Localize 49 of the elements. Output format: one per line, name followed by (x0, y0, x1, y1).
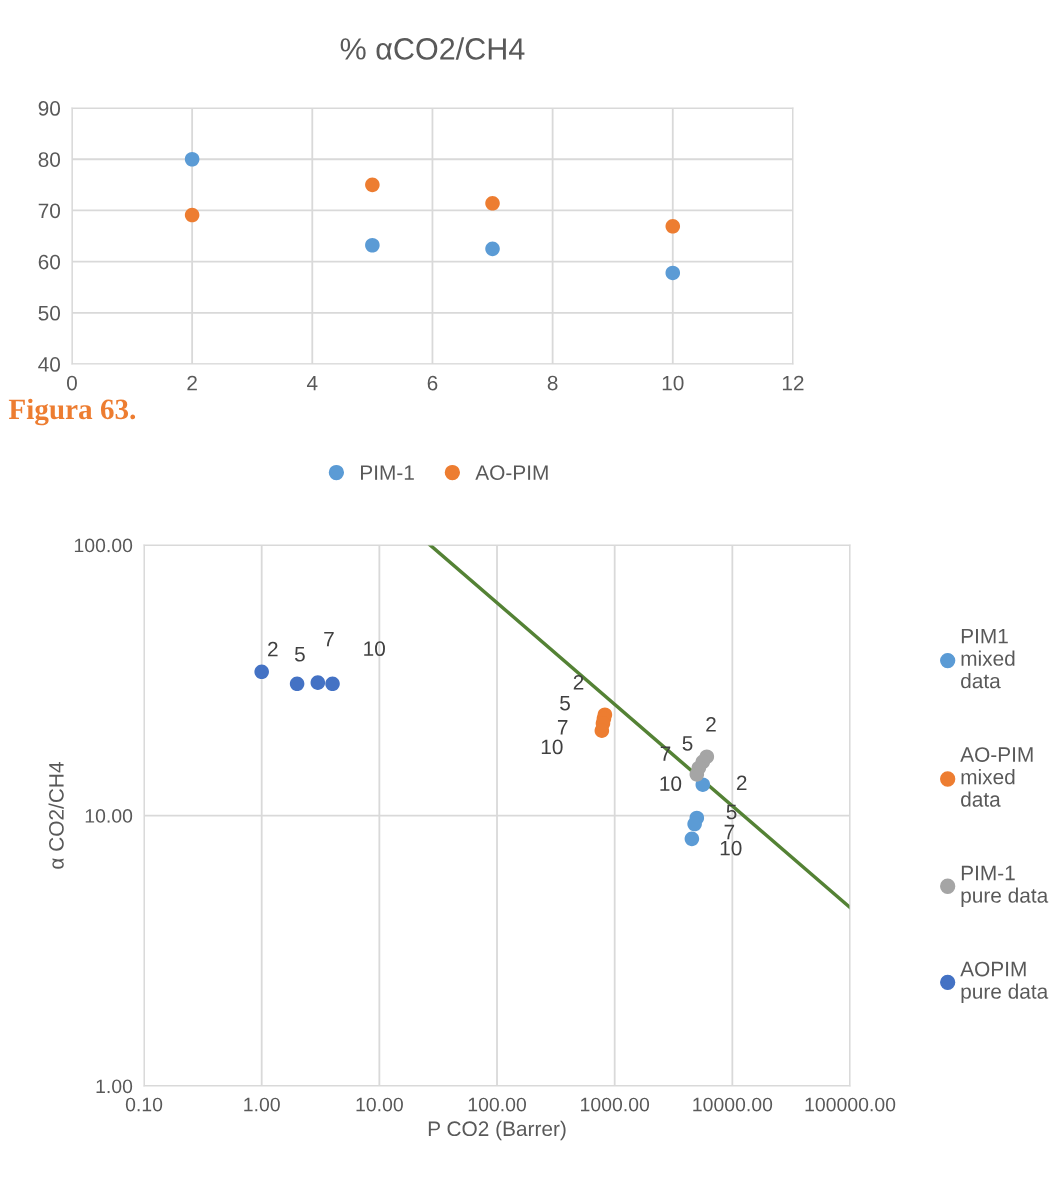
x-tick-label: 10.00 (356, 1097, 403, 1112)
y-tick-label: 10.00 (85, 809, 133, 823)
x-tick-label: 100000.00 (805, 1097, 896, 1112)
y-tick-label: 90 (38, 101, 61, 116)
x-tick-label: 1000.00 (581, 1097, 650, 1112)
y-axis-title: α CO2/CH4 (48, 762, 64, 869)
legend-label: PIM1 mixed data (961, 628, 1015, 689)
annotation: 10 (720, 840, 742, 856)
y-tick-label: 60 (38, 254, 61, 270)
chart-title: % αCO2/CH4 (340, 37, 525, 60)
x-tick-label: 0 (66, 375, 77, 391)
y-tick-label: 80 (38, 152, 61, 167)
annotation: 5 (294, 647, 305, 662)
x-tick-label: 1.00 (244, 1097, 280, 1112)
annotation: 2 (706, 717, 716, 732)
y-tick-label: 50 (38, 305, 61, 321)
x-tick-label: 100.00 (468, 1097, 526, 1112)
y-tick-label: 100.00 (74, 538, 133, 553)
legend-label: PIM-1 (361, 465, 414, 480)
x-tick-label: 6 (427, 375, 438, 391)
legend-label: PIM-1 pure data (961, 865, 1049, 907)
annotation: 7 (660, 746, 671, 761)
annotation: 7 (724, 824, 735, 840)
annotation: 5 (682, 736, 693, 751)
text: Figura 63. (8, 398, 136, 426)
annotation: 5 (726, 804, 737, 820)
annotation: 7 (324, 632, 334, 647)
legend-label: AO-PIM mixed data (960, 747, 1033, 807)
x-tick-label: 2 (187, 375, 197, 391)
y-tick-label: 1.00 (96, 1079, 133, 1094)
annotation: 2 (268, 641, 278, 657)
x-tick-label: 0.10 (125, 1097, 163, 1112)
x-tick-label: 8 (547, 375, 558, 391)
annotation: 10 (364, 641, 385, 657)
annotation: 10 (660, 776, 682, 792)
annotation: 7 (557, 720, 568, 735)
x-tick-label: 12 (782, 375, 804, 391)
legend-label: AOPIM pure data (960, 961, 1049, 1003)
y-tick-label: 70 (38, 203, 61, 219)
x-tick-label: 4 (306, 375, 318, 391)
annotation: 10 (541, 739, 563, 755)
annotation: 5 (560, 695, 570, 711)
legend-label: AO-PIM (475, 465, 548, 481)
x-tick-label: 10000.00 (693, 1097, 773, 1112)
y-tick-label: 40 (38, 357, 61, 372)
x-axis-title: P CO2 (Barrer) (428, 1120, 566, 1141)
annotation: 2 (573, 674, 584, 690)
annotation: 2 (736, 775, 747, 791)
x-tick-label: 10 (662, 375, 684, 391)
